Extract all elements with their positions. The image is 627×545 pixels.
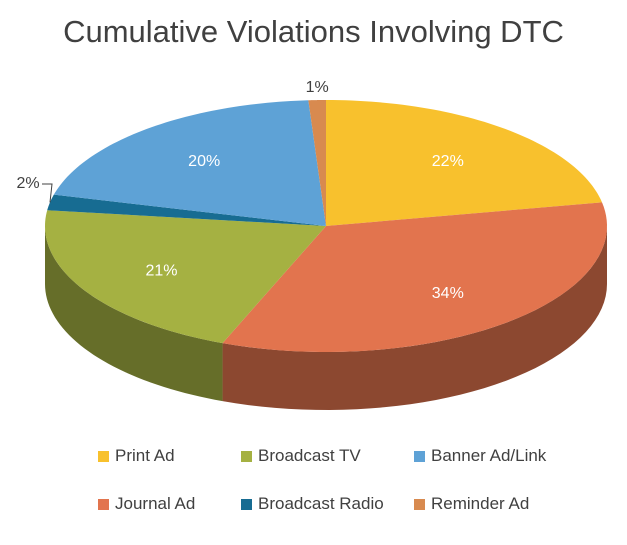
legend-item: Journal Ad xyxy=(98,494,195,514)
legend-label: Broadcast Radio xyxy=(258,494,384,513)
legend-swatch xyxy=(414,498,425,510)
leader-line xyxy=(42,183,53,203)
legend-swatch xyxy=(98,450,109,462)
data-label: 2% xyxy=(16,175,39,192)
legend-swatch xyxy=(98,498,109,510)
pie-side-journal-ad xyxy=(222,226,607,410)
pie-slice-journal-ad xyxy=(222,202,607,352)
legend-swatch xyxy=(241,450,252,462)
legend-item: Print Ad xyxy=(98,446,175,466)
pie-slice-broadcast-radio xyxy=(47,194,327,226)
pie-slice-print-ad xyxy=(326,100,603,226)
data-label: 34% xyxy=(432,285,464,302)
legend-item: Reminder Ad xyxy=(414,494,529,514)
legend-label: Print Ad xyxy=(115,446,175,465)
data-label: 20% xyxy=(188,153,220,170)
legend-label: Banner Ad/Link xyxy=(431,446,547,465)
pie-slice-broadcast-tv xyxy=(45,210,326,344)
legend-swatch xyxy=(414,450,425,462)
legend-label: Broadcast TV xyxy=(258,446,361,465)
data-label: 22% xyxy=(432,153,464,170)
chart-title: Cumulative Violations Involving DTC xyxy=(63,14,564,49)
legend-label: Reminder Ad xyxy=(431,494,530,513)
data-label: 21% xyxy=(146,263,178,280)
legend-item: Banner Ad/Link xyxy=(414,446,546,466)
legend-swatch xyxy=(241,498,252,510)
legend-item: Broadcast TV xyxy=(241,446,361,466)
legend-item: Broadcast Radio xyxy=(241,494,384,514)
pie-slice-banner-ad-link xyxy=(53,100,327,226)
pie-side-broadcast-tv xyxy=(45,226,223,402)
pie-slice-reminder-ad xyxy=(308,100,326,226)
legend-label: Journal Ad xyxy=(115,494,196,513)
data-label: 1% xyxy=(306,79,329,96)
